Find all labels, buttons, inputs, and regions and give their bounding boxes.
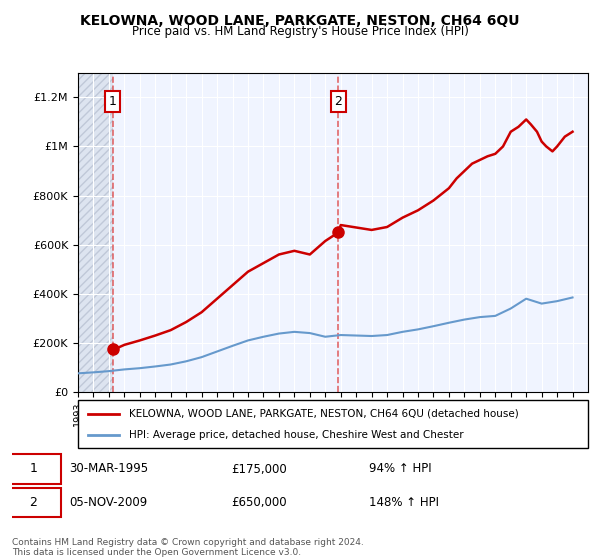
Text: 94% ↑ HPI: 94% ↑ HPI xyxy=(369,463,432,475)
Text: 2: 2 xyxy=(29,496,37,509)
Text: £175,000: £175,000 xyxy=(231,463,287,475)
Text: 30-MAR-1995: 30-MAR-1995 xyxy=(70,463,149,475)
Bar xyxy=(78,73,113,392)
FancyBboxPatch shape xyxy=(6,488,61,517)
Text: 1: 1 xyxy=(109,95,117,108)
FancyBboxPatch shape xyxy=(6,454,61,484)
Text: £650,000: £650,000 xyxy=(231,496,287,509)
Text: 148% ↑ HPI: 148% ↑ HPI xyxy=(369,496,439,509)
Text: KELOWNA, WOOD LANE, PARKGATE, NESTON, CH64 6QU: KELOWNA, WOOD LANE, PARKGATE, NESTON, CH… xyxy=(80,14,520,28)
Text: 2: 2 xyxy=(334,95,343,108)
Text: Contains HM Land Registry data © Crown copyright and database right 2024.
This d: Contains HM Land Registry data © Crown c… xyxy=(12,538,364,557)
Text: 05-NOV-2009: 05-NOV-2009 xyxy=(70,496,148,509)
Text: HPI: Average price, detached house, Cheshire West and Chester: HPI: Average price, detached house, Ches… xyxy=(129,430,464,440)
FancyBboxPatch shape xyxy=(78,400,588,448)
Text: Price paid vs. HM Land Registry's House Price Index (HPI): Price paid vs. HM Land Registry's House … xyxy=(131,25,469,38)
Text: 1: 1 xyxy=(29,463,37,475)
Text: KELOWNA, WOOD LANE, PARKGATE, NESTON, CH64 6QU (detached house): KELOWNA, WOOD LANE, PARKGATE, NESTON, CH… xyxy=(129,409,519,419)
